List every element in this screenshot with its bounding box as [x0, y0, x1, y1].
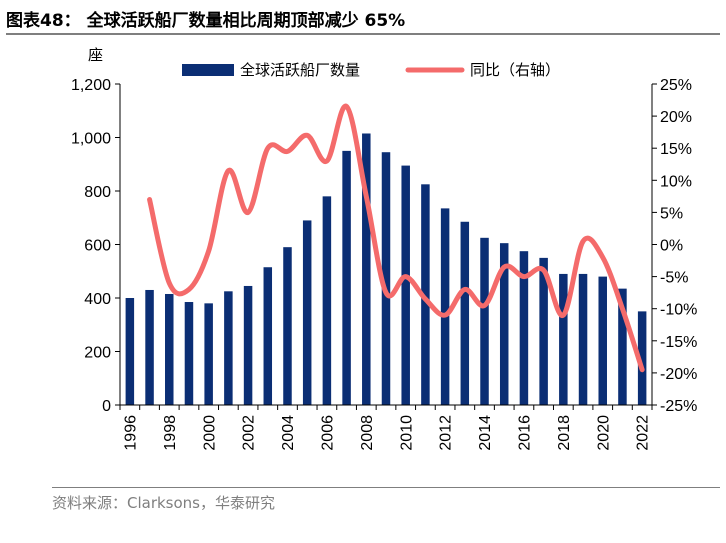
legend: 全球活跃船厂数量 同比（右轴）	[182, 61, 560, 79]
x-tick-label: 1996	[122, 415, 139, 451]
right-tick-label: 0%	[660, 238, 683, 255]
bar-series	[125, 133, 647, 406]
bar-2002	[243, 285, 253, 405]
x-tick-label: 2010	[398, 415, 415, 451]
bar-2000	[204, 303, 213, 405]
bar-1999	[184, 302, 194, 405]
yoy-line	[147, 103, 645, 373]
chart-title: 图表48： 全球活跃船厂数量相比周期顶部减少 65%	[6, 11, 406, 31]
bar-2013	[460, 221, 470, 405]
left-tick-label: 0	[102, 398, 111, 415]
right-tick-label: 20%	[660, 109, 692, 126]
x-tick-label: 2018	[556, 415, 573, 451]
right-tick-label: 15%	[660, 141, 692, 158]
tick-labels: 0 200 400 600 800 1,000 1,200 -25% -20% -15% -10% -…	[71, 77, 697, 451]
bar-2005	[302, 220, 312, 405]
x-tick-label: 2016	[517, 415, 534, 451]
left-tick-label: 800	[84, 184, 111, 201]
bar-2009	[381, 152, 391, 405]
left-tick-label: 1,200	[71, 77, 111, 94]
bar-1997	[145, 289, 154, 405]
left-tick-label: 1,000	[71, 131, 111, 148]
x-tick-label: 2008	[359, 415, 376, 451]
left-tick-label: 400	[84, 291, 111, 308]
bar-1996	[125, 298, 135, 405]
x-tick-label: 2000	[201, 415, 218, 451]
bar-2004	[283, 247, 292, 405]
x-tick-label: 2002	[241, 415, 258, 451]
bar-2001	[224, 291, 233, 405]
right-tick-label: 5%	[660, 205, 683, 222]
right-tick-label: -15%	[660, 334, 697, 351]
bar-2019	[578, 273, 588, 405]
left-tick-label: 200	[84, 345, 111, 362]
legend-line-label: 同比（右轴）	[470, 62, 560, 79]
left-axis-unit: 座	[88, 46, 104, 64]
x-tick-label: 2022	[635, 415, 652, 451]
left-tick-label: 600	[84, 238, 111, 255]
right-tick-label: 10%	[660, 173, 692, 190]
source-note: 资料来源：Clarksons，华泰研究	[52, 494, 276, 512]
right-tick-label: -5%	[660, 270, 688, 287]
x-tick-label: 2006	[319, 415, 336, 451]
bar-2010	[401, 165, 410, 405]
bar-2006	[322, 196, 332, 405]
bar-2003	[263, 267, 273, 405]
right-tick-label: 25%	[660, 77, 692, 94]
bar-2008	[362, 133, 371, 406]
right-tick-label: -20%	[660, 366, 697, 383]
x-tick-label: 2004	[280, 415, 297, 451]
bar-2014	[480, 237, 489, 405]
bar-1998	[165, 293, 174, 405]
bar-2021	[618, 288, 627, 405]
right-tick-label: -25%	[660, 398, 697, 415]
bar-2022	[637, 311, 647, 405]
bar-2018	[559, 273, 568, 405]
x-tick-label: 1998	[162, 415, 179, 451]
title-divider	[6, 33, 720, 35]
bar-2012	[440, 208, 450, 405]
source-divider	[52, 487, 720, 488]
legend-bar-label: 全球活跃船厂数量	[240, 61, 360, 79]
axes	[115, 83, 657, 410]
bar-2017	[539, 257, 548, 405]
x-tick-label: 2012	[438, 415, 455, 451]
bar-2015	[499, 243, 509, 405]
chart: 0 200 400 600 800 1,000 1,200 -25% -20% -15% -10% -…	[71, 61, 697, 451]
bar-2007	[342, 150, 351, 405]
legend-bar-swatch	[182, 64, 234, 76]
right-tick-label: -10%	[660, 302, 697, 319]
bar-2016	[519, 251, 529, 405]
x-tick-label: 2014	[477, 415, 494, 451]
x-tick-label: 2020	[595, 415, 612, 451]
bar-2011	[421, 184, 430, 405]
bar-2020	[598, 276, 607, 405]
